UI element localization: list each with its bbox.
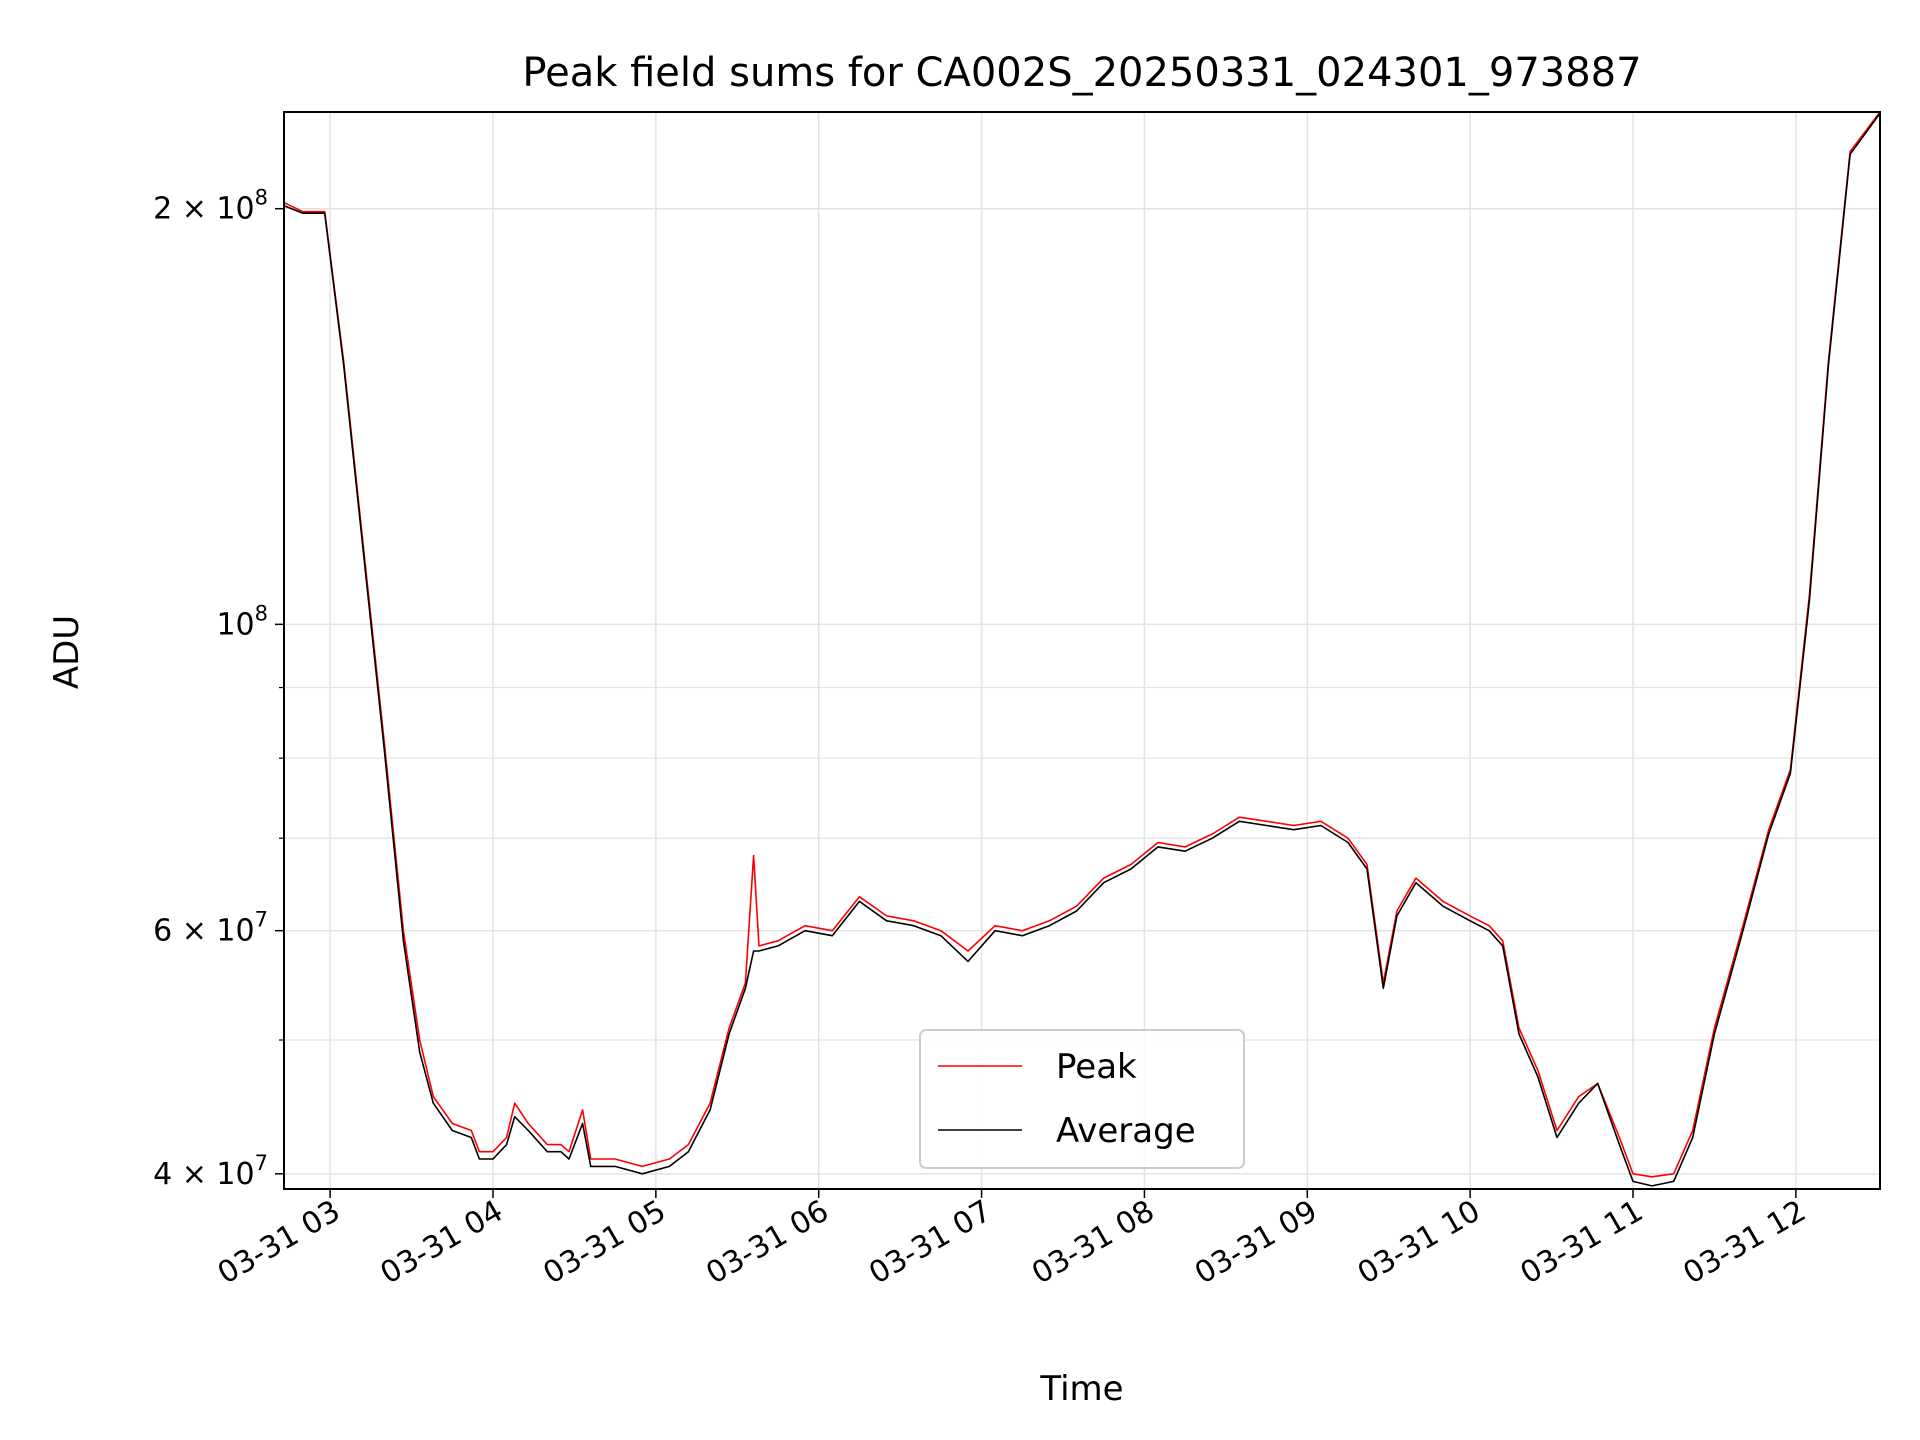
legend-box [919, 1029, 1245, 1169]
y-tick-label: 4 × 107 [153, 1151, 268, 1192]
y-tick-label: 108 [216, 601, 268, 642]
grid [284, 112, 1880, 1189]
y-tick-label: 2 × 108 [153, 186, 268, 227]
legend-label-average: Average [1056, 1111, 1196, 1151]
plot-frame [283, 111, 1881, 1190]
y-axis-label: ADU [47, 615, 87, 689]
series-line-average [283, 112, 1881, 1187]
y-axis: 4 × 107 6 × 107 108 2 × 108 [153, 186, 284, 1192]
legend-label-peak: Peak [1056, 1047, 1137, 1087]
y-tick-label: 6 × 107 [153, 908, 268, 949]
chart-title: Peak field sums for CA002S_20250331_0243… [522, 50, 1641, 96]
x-axis-label: Time [1039, 1369, 1123, 1409]
legend: Peak Average [919, 1029, 1245, 1169]
series-group [283, 111, 1881, 1187]
